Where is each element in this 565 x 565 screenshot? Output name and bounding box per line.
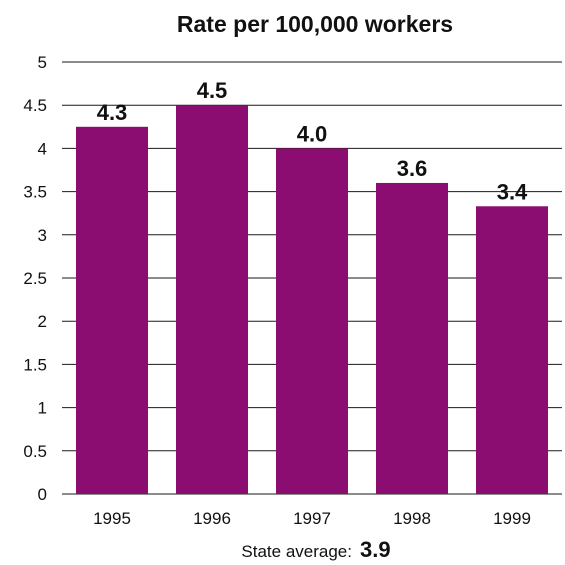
y-tick-label: 0 xyxy=(38,485,47,504)
x-axis: 1995 1996 1997 1998 1999 xyxy=(93,509,531,528)
bars xyxy=(76,105,548,495)
data-label: 3.6 xyxy=(397,156,428,181)
bar xyxy=(376,182,448,494)
x-tick-label: 1999 xyxy=(493,509,531,528)
state-average-label: State average: xyxy=(241,542,352,561)
y-tick-label: 4 xyxy=(38,139,47,158)
x-tick-label: 1998 xyxy=(393,509,431,528)
x-tick-label: 1996 xyxy=(193,509,231,528)
y-tick-label: 2.5 xyxy=(23,269,47,288)
data-label: 3.4 xyxy=(497,179,528,204)
state-average-footer: State average: 3.9 xyxy=(241,537,390,562)
bar xyxy=(176,105,248,494)
bar xyxy=(276,148,348,494)
y-tick-label: 1 xyxy=(38,399,47,418)
bar xyxy=(476,206,548,494)
x-tick-label: 1995 xyxy=(93,509,131,528)
y-tick-label: 2 xyxy=(38,312,47,331)
bar xyxy=(76,126,148,495)
x-tick-label: 1997 xyxy=(293,509,331,528)
y-tick-label: 5 xyxy=(38,53,47,72)
data-labels: 4.3 4.5 4.0 3.6 3.4 xyxy=(97,78,528,204)
data-label: 4.5 xyxy=(197,78,228,103)
data-label: 4.3 xyxy=(97,100,128,125)
state-average-value: 3.9 xyxy=(360,537,391,562)
y-tick-label: 3.5 xyxy=(23,183,47,202)
y-tick-label: 0.5 xyxy=(23,442,47,461)
y-tick-label: 4.5 xyxy=(23,96,47,115)
y-tick-label: 3 xyxy=(38,226,47,245)
chart-title: Rate per 100,000 workers xyxy=(177,11,453,37)
y-tick-label: 1.5 xyxy=(23,355,47,374)
y-axis: 0 0.5 1 1.5 2 2.5 3 3.5 4 4.5 5 xyxy=(23,53,47,504)
data-label: 4.0 xyxy=(297,121,328,146)
